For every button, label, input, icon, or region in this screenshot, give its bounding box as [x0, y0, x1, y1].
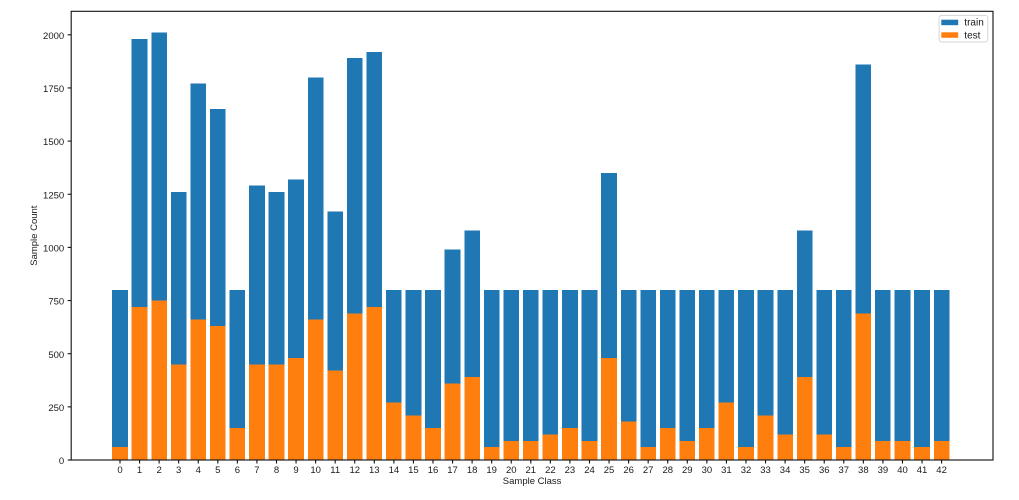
svg-text:21: 21 [526, 465, 537, 476]
svg-text:2000: 2000 [43, 31, 64, 42]
svg-text:500: 500 [48, 350, 64, 361]
svg-text:9: 9 [293, 465, 298, 476]
svg-text:11: 11 [330, 465, 340, 476]
svg-text:12: 12 [349, 465, 360, 476]
svg-text:26: 26 [623, 465, 634, 476]
svg-text:4: 4 [196, 465, 201, 476]
svg-text:20: 20 [506, 465, 517, 476]
svg-text:13: 13 [369, 465, 380, 476]
svg-text:35: 35 [799, 465, 810, 476]
svg-text:22: 22 [545, 465, 556, 476]
svg-text:34: 34 [780, 465, 791, 476]
svg-text:39: 39 [878, 465, 889, 476]
svg-text:0: 0 [117, 465, 122, 476]
svg-text:32: 32 [741, 465, 752, 476]
svg-text:10: 10 [310, 465, 321, 476]
svg-text:6: 6 [235, 465, 240, 476]
svg-text:Sample Class: Sample Class [503, 476, 562, 487]
svg-text:3: 3 [176, 465, 181, 476]
svg-text:16: 16 [428, 465, 439, 476]
svg-text:5: 5 [215, 465, 220, 476]
svg-text:33: 33 [760, 465, 771, 476]
svg-text:7: 7 [254, 465, 259, 476]
svg-text:15: 15 [408, 465, 419, 476]
svg-text:train: train [964, 18, 983, 29]
svg-text:1500: 1500 [43, 137, 64, 148]
svg-text:18: 18 [467, 465, 478, 476]
svg-text:24: 24 [584, 465, 595, 476]
svg-text:8: 8 [274, 465, 279, 476]
svg-text:19: 19 [486, 465, 497, 476]
svg-text:1: 1 [137, 465, 142, 476]
svg-text:750: 750 [48, 297, 64, 308]
svg-text:23: 23 [565, 465, 576, 476]
svg-text:40: 40 [897, 465, 908, 476]
svg-text:29: 29 [682, 465, 693, 476]
svg-text:17: 17 [447, 465, 458, 476]
svg-text:2: 2 [156, 465, 161, 476]
svg-text:1250: 1250 [43, 190, 64, 201]
svg-text:31: 31 [721, 465, 732, 476]
svg-text:1000: 1000 [43, 244, 64, 255]
svg-text:42: 42 [936, 465, 947, 476]
svg-text:250: 250 [48, 403, 64, 414]
svg-text:37: 37 [839, 465, 850, 476]
svg-text:14: 14 [389, 465, 400, 476]
svg-text:27: 27 [643, 465, 654, 476]
svg-text:0: 0 [59, 456, 64, 467]
svg-text:38: 38 [858, 465, 869, 476]
svg-text:test: test [964, 30, 980, 41]
svg-text:25: 25 [604, 465, 615, 476]
svg-text:36: 36 [819, 465, 830, 476]
svg-text:1750: 1750 [43, 84, 64, 95]
svg-text:28: 28 [662, 465, 673, 476]
svg-text:30: 30 [702, 465, 713, 476]
svg-text:Sample Count: Sample Count [29, 205, 40, 266]
svg-text:41: 41 [917, 465, 928, 476]
